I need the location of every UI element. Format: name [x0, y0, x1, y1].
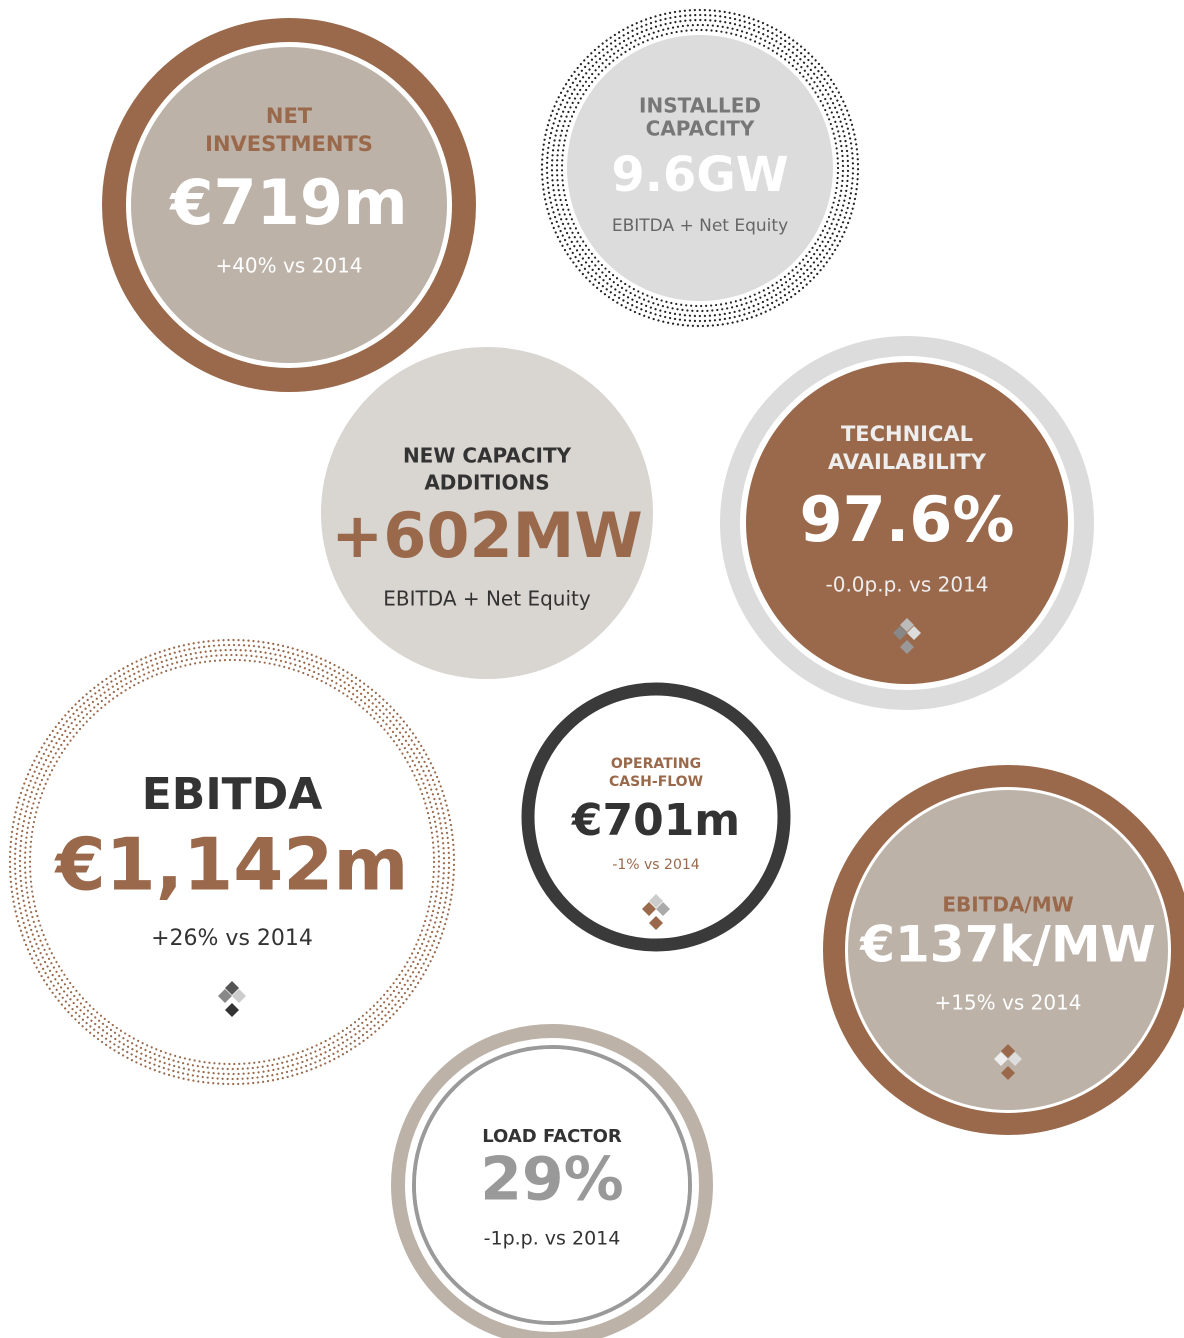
icon-diamond — [900, 640, 914, 654]
kpi-subtitle: +15% vs 2014 — [934, 991, 1081, 1015]
kpi-subtitle: -0.0p.p. vs 2014 — [826, 573, 989, 597]
circle-fill — [131, 47, 447, 363]
dot-ring — [540, 8, 860, 328]
kpi-title: NET — [266, 104, 313, 128]
kpi-subtitle: EBITDA + Net Equity — [612, 216, 788, 236]
circle-fill — [535, 696, 777, 938]
kpi-value: 97.6% — [799, 483, 1014, 556]
kpi-circle: OPERATING CASH-FLOW €701m -1% vs 2014 — [521, 682, 791, 952]
kpi-value: €1,142m — [54, 823, 409, 907]
ring — [412, 1045, 692, 1325]
kpi-circle: EBITDA/MW€137k/MW +15% vs 2014 — [823, 765, 1184, 1135]
circle-fill — [416, 1049, 688, 1321]
kpi-title: OPERATING — [611, 756, 701, 772]
kpi-value: 29% — [480, 1145, 624, 1215]
kpi-value: €137k/MW — [859, 916, 1156, 974]
kpi-subtitle: +26% vs 2014 — [151, 926, 313, 951]
icon-diamond — [218, 989, 232, 1003]
dot-ring — [23, 653, 441, 1071]
kpi-value: €701m — [571, 795, 740, 846]
icon-diamond — [994, 1052, 1008, 1066]
kpi-value: €719m — [168, 166, 407, 239]
kpi-title: INSTALLED — [639, 94, 761, 118]
kpi-subtitle: -1% vs 2014 — [612, 857, 699, 873]
kpi-subtitle: +40% vs 2014 — [215, 254, 362, 278]
icon-diamond — [225, 1003, 239, 1017]
kpi-title: EBITDA/MW — [942, 893, 1073, 917]
ring — [720, 336, 1094, 710]
icon-diamond — [900, 618, 914, 632]
kpi-title: ADDITIONS — [424, 471, 549, 495]
dot-ring — [545, 13, 855, 323]
kpi-title: INVESTMENTS — [205, 132, 373, 156]
icon-diamond — [642, 902, 656, 916]
kpi-circle: NET INVESTMENTS €719m +40% vs 2014 — [102, 18, 476, 392]
dot-ring — [550, 18, 850, 318]
kpi-value: 9.6GW — [611, 147, 788, 203]
icon-diamond — [1001, 1044, 1015, 1058]
kpi-subtitle: EBITDA + Net Equity — [383, 587, 591, 611]
circle-fill — [746, 362, 1068, 684]
kpi-title: TECHNICAL — [841, 422, 973, 446]
kpi-title: EBITDA — [142, 769, 323, 820]
icon-diamond — [225, 981, 239, 995]
icon-diamond — [1001, 1066, 1015, 1080]
circle-fill — [567, 35, 833, 301]
icon-diamond — [907, 626, 921, 640]
dot-ring — [8, 638, 456, 1086]
kpi-title: CASH-FLOW — [609, 774, 703, 790]
kpi-title: AVAILABILITY — [828, 450, 987, 474]
trend-icon — [642, 894, 670, 930]
dot-ring — [28, 658, 436, 1066]
kpi-subtitle: -1p.p. vs 2014 — [484, 1228, 621, 1250]
trend-icon — [994, 1044, 1022, 1080]
icon-diamond — [893, 626, 907, 640]
trend-icon — [218, 981, 246, 1017]
kpi-title: LOAD FACTOR — [482, 1126, 622, 1147]
dot-ring — [555, 23, 845, 313]
icon-diamond — [656, 902, 670, 916]
circle-fill — [848, 790, 1168, 1110]
dot-ring — [13, 643, 451, 1081]
kpi-title: CAPACITY — [646, 117, 755, 141]
kpi-value: +602MW — [331, 499, 642, 572]
kpi-circle: NEW CAPACITY ADDITIONS +602MW EBITDA + Net … — [321, 347, 653, 679]
icon-diamond — [649, 916, 663, 930]
icon-diamond — [649, 894, 663, 908]
ring — [823, 765, 1184, 1135]
dot-ring — [560, 28, 840, 308]
icon-diamond — [1008, 1052, 1022, 1066]
kpi-circle: TECHNICAL AVAILABILITY 97.6% -0.0p.p. vs 20… — [720, 336, 1094, 710]
dot-ring — [18, 648, 446, 1076]
ring — [521, 682, 791, 952]
trend-icon — [893, 618, 921, 654]
circle-fill — [33, 663, 431, 1061]
ring — [391, 1024, 713, 1338]
ring — [102, 18, 476, 392]
kpi-circle: EBITDA€1,142m +26% vs 2014 — [8, 638, 456, 1086]
circle-fill — [321, 347, 653, 679]
icon-diamond — [232, 989, 246, 1003]
kpi-title: NEW CAPACITY — [403, 444, 572, 468]
